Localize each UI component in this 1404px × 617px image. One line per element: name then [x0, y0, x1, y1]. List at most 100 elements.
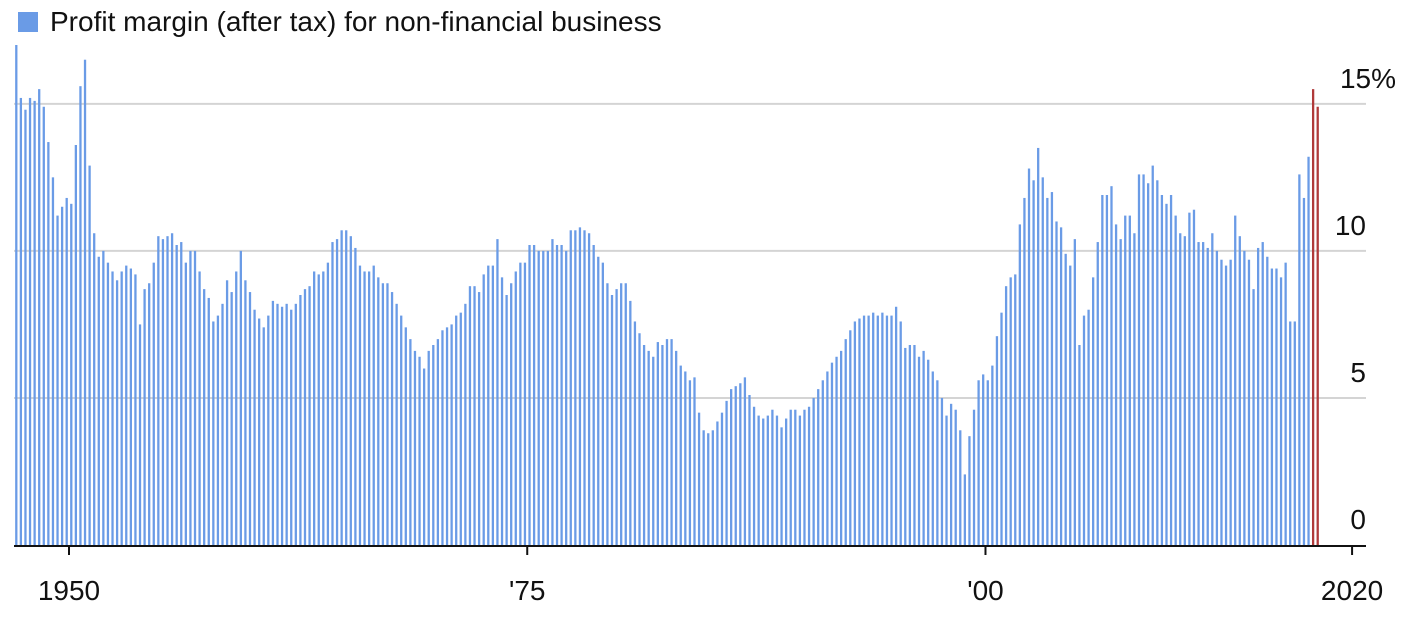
bar: [638, 333, 641, 545]
bar: [189, 250, 192, 545]
bar: [418, 356, 421, 545]
bar: [308, 286, 311, 545]
bar: [170, 233, 174, 546]
bar: [500, 277, 504, 545]
bar: [377, 277, 380, 545]
bar: [198, 271, 201, 545]
bar: [1202, 242, 1205, 545]
bar: [826, 371, 829, 545]
bar: [1302, 197, 1306, 545]
bar: [1128, 215, 1131, 545]
bar: [1234, 215, 1237, 545]
bar: [1092, 277, 1095, 545]
bar: [697, 412, 701, 545]
bar: [583, 230, 586, 546]
bar: [629, 300, 632, 545]
bar: [15, 45, 18, 545]
bar: [936, 380, 939, 545]
bar: [587, 233, 591, 546]
bar: [968, 436, 971, 545]
bar: [1206, 247, 1209, 545]
bar: [519, 262, 522, 545]
bar: [839, 350, 843, 545]
bar: [1137, 174, 1141, 545]
bar: [1160, 195, 1164, 545]
bar: [74, 145, 78, 545]
bar: [345, 230, 348, 546]
bar: [372, 265, 375, 545]
bar-highlighted: [1316, 106, 1319, 545]
bar: [785, 418, 788, 545]
bar: [125, 265, 128, 545]
bar: [349, 236, 352, 545]
bar: [560, 245, 563, 545]
bar: [940, 397, 944, 545]
bar: [1179, 233, 1182, 546]
bar: [19, 97, 23, 545]
bar: [665, 339, 669, 545]
bar: [642, 345, 646, 545]
bar: [885, 315, 889, 545]
bar: [436, 339, 440, 545]
bar: [340, 230, 343, 546]
bar: [1133, 233, 1136, 546]
bar: [70, 203, 73, 545]
bar: [1165, 203, 1168, 545]
bar: [1220, 259, 1223, 545]
bar: [693, 377, 696, 545]
bar: [762, 418, 765, 545]
bar: [193, 250, 197, 545]
bar: [1261, 242, 1264, 545]
bar: [1041, 177, 1044, 545]
bar: [555, 245, 559, 545]
bar: [1096, 242, 1099, 545]
bar-highlighted: [1311, 89, 1315, 546]
bar: [1215, 250, 1219, 545]
bar: [670, 339, 673, 545]
bar: [482, 274, 485, 545]
bar: [679, 365, 682, 545]
y-axis-ticks: 0 5 10 15%: [1335, 63, 1396, 535]
bar: [991, 365, 994, 545]
bar: [739, 383, 742, 545]
bar: [830, 362, 834, 545]
bar: [1087, 309, 1090, 545]
bar: [235, 271, 238, 545]
bar: [271, 300, 275, 545]
bar: [716, 421, 719, 545]
bar: [1266, 256, 1269, 545]
bar: [496, 239, 499, 545]
bar: [225, 280, 229, 545]
bar: [1279, 277, 1283, 545]
bar: [684, 371, 687, 545]
bar: [894, 306, 898, 545]
bar: [1151, 165, 1154, 545]
bar: [528, 245, 531, 545]
bar: [441, 330, 444, 545]
bar: [1211, 233, 1214, 546]
bar: [290, 309, 293, 545]
bar: [230, 292, 233, 545]
bar: [688, 380, 692, 545]
bar: [93, 233, 96, 546]
bar: [844, 339, 847, 545]
bar: [927, 359, 930, 545]
bar: [523, 262, 527, 545]
bar: [986, 380, 989, 545]
bar: [180, 242, 183, 545]
bar: [1032, 180, 1035, 546]
bar: [450, 324, 453, 545]
bar: [1183, 236, 1186, 545]
bar: [922, 350, 925, 545]
bar: [267, 315, 270, 545]
bar: [661, 345, 664, 545]
bar: [633, 321, 637, 545]
x-tick-label: 2020: [1321, 575, 1383, 606]
bar: [244, 280, 247, 545]
bar: [647, 350, 650, 545]
y-tick-label: 10: [1335, 210, 1366, 241]
bar: [335, 239, 339, 545]
bar: [1142, 174, 1145, 545]
bar: [285, 303, 288, 545]
